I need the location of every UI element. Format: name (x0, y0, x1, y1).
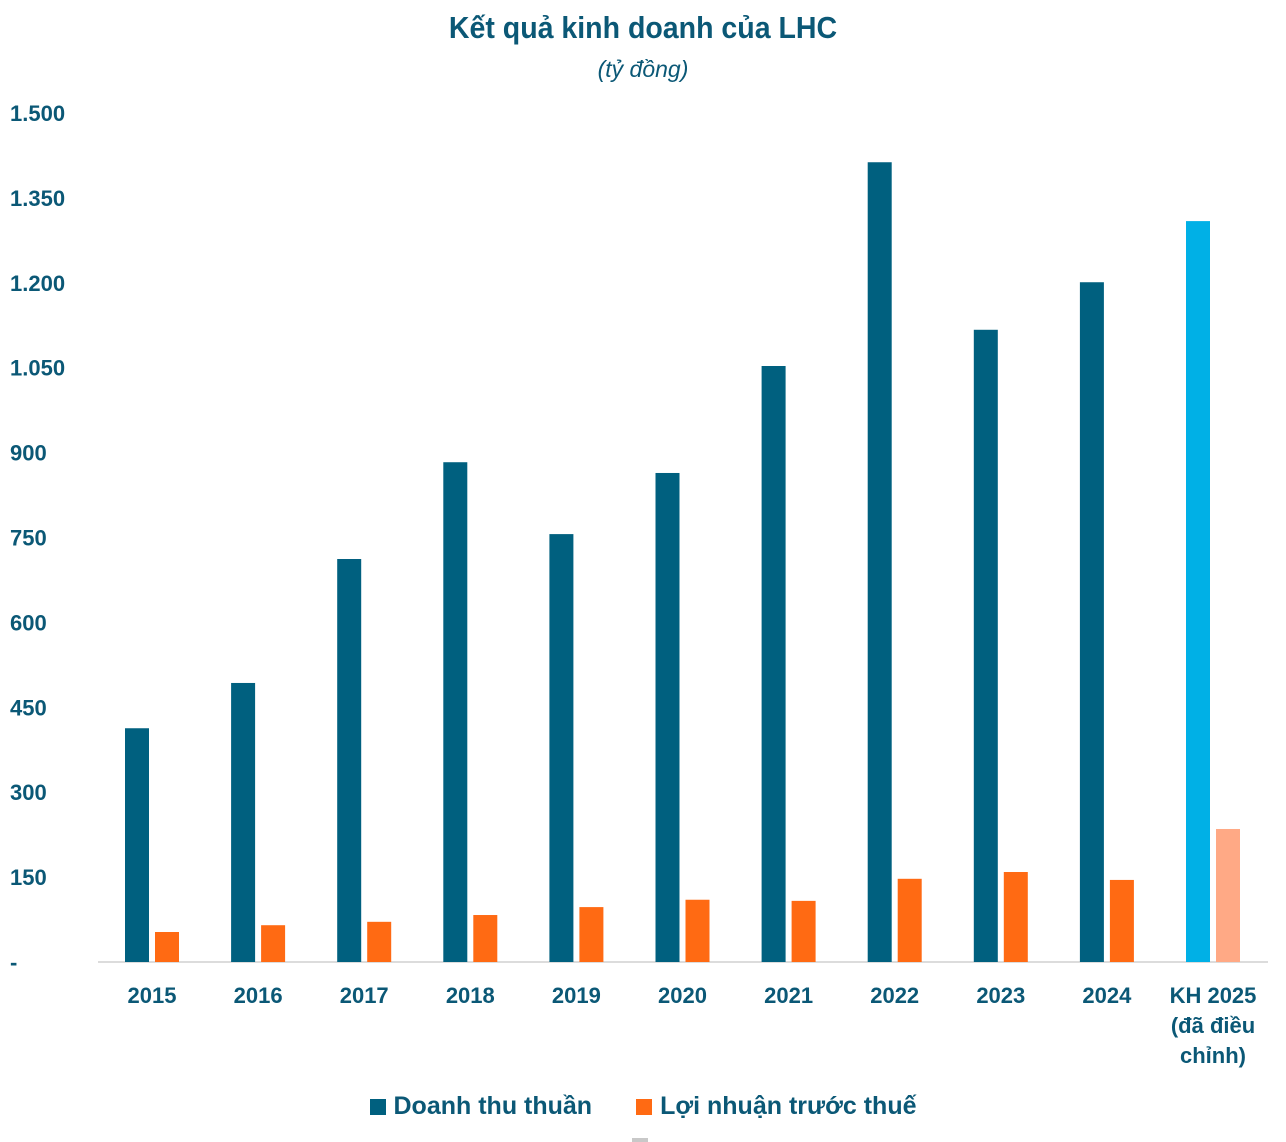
y-tick-label: - (10, 950, 17, 975)
bar-revenue (337, 559, 362, 962)
bar-profit (897, 878, 922, 962)
legend-label-profit: Lợi nhuận trước thuế (660, 1092, 917, 1120)
bar-revenue (125, 728, 149, 962)
legend-swatch-revenue (369, 1098, 386, 1115)
y-tick-label: 750 (10, 526, 47, 551)
y-tick-label: 1.200 (10, 271, 65, 296)
bar-revenue (1186, 221, 1210, 962)
x-tick-label: 2019 (552, 983, 601, 1008)
x-tick-label: 2022 (870, 983, 919, 1008)
bar-profit (1003, 872, 1028, 962)
y-tick-label: 1.050 (10, 356, 65, 381)
bar-profit (367, 921, 392, 962)
bar-revenue (655, 472, 680, 962)
x-tick-label: 2015 (128, 983, 177, 1008)
x-tick-label: 2016 (234, 983, 283, 1008)
bar-profit (155, 932, 179, 962)
x-tick-label: 2021 (764, 983, 813, 1008)
y-tick-label: 300 (10, 780, 47, 805)
x-tick-label: 2020 (658, 983, 707, 1008)
x-tick-label: 2024 (1082, 983, 1132, 1008)
legend-label-revenue: Doanh thu thuần (393, 1092, 593, 1120)
bar-revenue (867, 162, 892, 962)
legend-item-profit: Lợi nhuận trước thuế (636, 1092, 917, 1121)
y-tick-label: 450 (10, 695, 47, 720)
chart-subtitle: (tỷ đồng) (597, 56, 689, 82)
bar-revenue (761, 366, 786, 962)
y-tick-label: 1.500 (10, 101, 65, 126)
bar-profit (1109, 879, 1134, 962)
x-tick-label: (đã điều (1171, 1013, 1255, 1038)
bar-profit (791, 900, 816, 962)
bar-profit (1216, 828, 1240, 962)
x-tick-label: 2017 (340, 983, 389, 1008)
bar-revenue (231, 682, 256, 962)
legend-partial-swatch (632, 1138, 648, 1142)
bar-revenue (549, 534, 574, 962)
legend: Doanh thu thuần Lợi nhuận trước thuế (0, 1092, 1286, 1121)
bar-revenue (1079, 282, 1104, 962)
x-tick-label: KH 2025 (1170, 983, 1257, 1008)
bar-profit (685, 899, 710, 962)
legend-swatch-profit (636, 1098, 653, 1115)
bar-profit (473, 915, 498, 962)
y-tick-label: 600 (10, 610, 47, 635)
y-tick-label: 150 (10, 865, 47, 890)
x-tick-label: chỉnh) (1180, 1043, 1246, 1068)
x-tick-label: 2018 (446, 983, 495, 1008)
chart-title: Kết quả kinh doanh của LHC (448, 10, 838, 45)
bar-revenue (973, 329, 998, 962)
legend-item-revenue: Doanh thu thuần (369, 1092, 593, 1121)
x-tick-label: 2023 (976, 983, 1025, 1008)
bar-profit (261, 925, 286, 962)
bar-revenue (443, 462, 468, 962)
bar-profit (579, 907, 604, 962)
y-tick-label: 900 (10, 441, 47, 466)
y-tick-label: 1.350 (10, 186, 65, 211)
